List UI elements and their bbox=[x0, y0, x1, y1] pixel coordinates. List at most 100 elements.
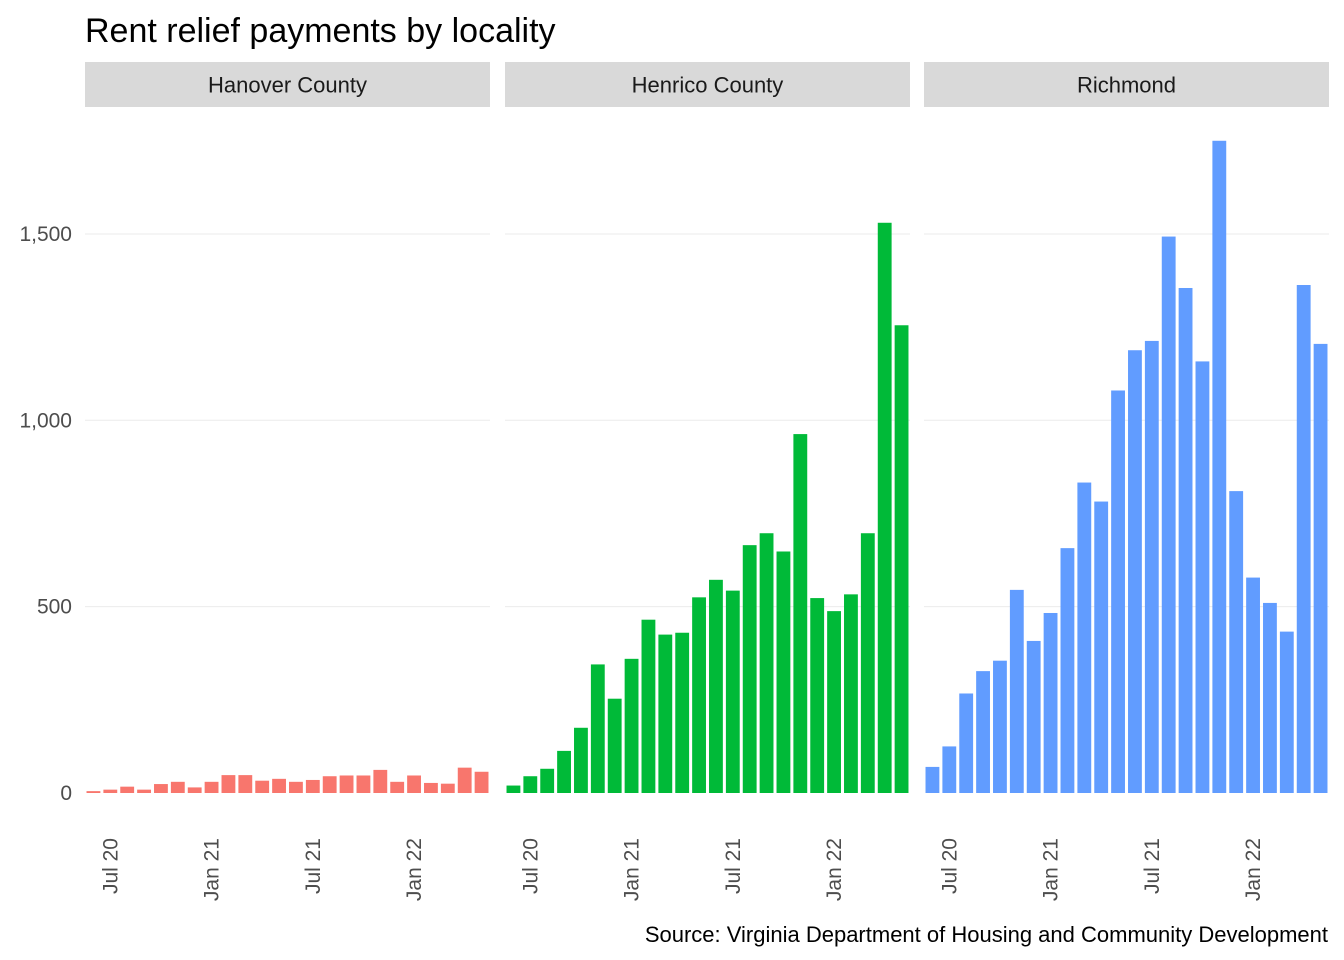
bar bbox=[1296, 285, 1311, 793]
bar bbox=[1178, 287, 1193, 793]
bar bbox=[877, 222, 892, 794]
facet-strip-label: Hanover County bbox=[208, 73, 367, 98]
bar bbox=[776, 551, 791, 793]
bar bbox=[1026, 640, 1041, 793]
bar bbox=[844, 594, 858, 793]
bar bbox=[1077, 482, 1092, 793]
facet-strip-label: Henrico County bbox=[632, 73, 784, 98]
bar bbox=[440, 783, 455, 793]
bar bbox=[221, 775, 236, 793]
bar bbox=[1128, 350, 1142, 793]
x-tick-label: Jan 21 bbox=[621, 838, 644, 901]
bar bbox=[1246, 577, 1260, 793]
bar bbox=[1263, 602, 1277, 793]
bar bbox=[1313, 343, 1328, 793]
bar bbox=[305, 779, 320, 793]
bar bbox=[1060, 548, 1075, 793]
bar bbox=[590, 664, 605, 793]
bar bbox=[238, 775, 253, 793]
bar bbox=[289, 781, 303, 793]
bar bbox=[1212, 140, 1227, 793]
bar bbox=[120, 786, 135, 793]
bar bbox=[154, 784, 168, 793]
bar bbox=[925, 766, 940, 793]
x-tick-label: Jul 20 bbox=[99, 838, 122, 894]
panel-hanover-county: Hanover County Jul 20 Jan 21 Jul 21 Jan 22 bbox=[85, 62, 490, 901]
bar bbox=[457, 767, 472, 793]
bar bbox=[322, 776, 337, 793]
x-tick-label: Jan 21 bbox=[201, 838, 224, 901]
bar bbox=[574, 727, 588, 793]
bar bbox=[692, 597, 706, 793]
bar bbox=[356, 775, 371, 793]
bar bbox=[1043, 612, 1058, 793]
x-tick-label: Jul 21 bbox=[1141, 838, 1164, 894]
facet-strip bbox=[924, 62, 1329, 107]
x-tick-label: Jul 20 bbox=[519, 838, 542, 894]
chart-caption: Source: Virginia Department of Housing a… bbox=[645, 922, 1328, 947]
facet-strip-label: Richmond bbox=[1077, 73, 1176, 98]
bar bbox=[827, 611, 841, 793]
bar bbox=[390, 781, 405, 793]
x-tick-label: Jan 21 bbox=[1040, 838, 1063, 901]
bar bbox=[959, 693, 974, 793]
x-tick-label: Jul 21 bbox=[302, 838, 325, 894]
bar bbox=[894, 325, 909, 793]
y-tick-label: 0 bbox=[60, 782, 72, 805]
bar bbox=[523, 776, 538, 793]
y-tick-label: 1,000 bbox=[19, 409, 72, 432]
bar bbox=[86, 791, 101, 793]
x-tick-label: Jan 22 bbox=[403, 838, 426, 901]
bar bbox=[1229, 491, 1244, 793]
bar bbox=[709, 579, 723, 793]
panel-richmond: Richmond Jul 20 Jan 21 Jul 21 Jan 22 bbox=[924, 62, 1329, 901]
bar bbox=[759, 533, 774, 793]
bar bbox=[339, 775, 354, 793]
bar bbox=[187, 787, 202, 793]
bar bbox=[742, 545, 757, 793]
x-tick-label: Jan 22 bbox=[1242, 838, 1265, 901]
bar bbox=[204, 781, 219, 793]
bar bbox=[1144, 340, 1159, 793]
bar bbox=[255, 780, 270, 793]
bar bbox=[993, 660, 1007, 793]
bar bbox=[1279, 631, 1294, 793]
bar bbox=[474, 771, 489, 793]
bar bbox=[942, 746, 957, 793]
bar bbox=[641, 619, 656, 793]
y-axis: 0 500 1,000 1,500 bbox=[19, 223, 72, 805]
panel-henrico-county: Henrico County Jul 20 Jan 21 Jul 21 Jan 22 bbox=[505, 62, 910, 901]
bar bbox=[860, 533, 875, 793]
facet-strip bbox=[505, 62, 910, 107]
bar bbox=[1009, 589, 1024, 793]
bar bbox=[810, 598, 825, 793]
bar bbox=[373, 769, 388, 793]
bar bbox=[1195, 361, 1210, 793]
bar bbox=[793, 434, 808, 793]
bar bbox=[725, 590, 740, 793]
bar bbox=[1161, 236, 1176, 793]
bar bbox=[170, 781, 185, 793]
x-tick-label: Jan 22 bbox=[823, 838, 846, 901]
bar bbox=[557, 750, 571, 793]
bar bbox=[424, 782, 438, 793]
bar bbox=[624, 658, 639, 793]
x-tick-label: Jul 21 bbox=[722, 838, 745, 894]
bar bbox=[407, 775, 421, 793]
bar bbox=[506, 785, 521, 793]
facet-strip bbox=[85, 62, 490, 107]
bar bbox=[976, 671, 990, 793]
bar bbox=[607, 698, 622, 793]
chart-title: Rent relief payments by locality bbox=[85, 12, 556, 50]
bar bbox=[137, 789, 151, 793]
bar bbox=[1094, 501, 1109, 793]
bar bbox=[675, 632, 690, 793]
y-tick-label: 500 bbox=[37, 596, 72, 619]
bar bbox=[540, 768, 555, 793]
x-tick-label: Jul 20 bbox=[938, 838, 961, 894]
bar bbox=[272, 778, 286, 793]
bar bbox=[103, 789, 118, 793]
bar bbox=[1111, 390, 1125, 793]
